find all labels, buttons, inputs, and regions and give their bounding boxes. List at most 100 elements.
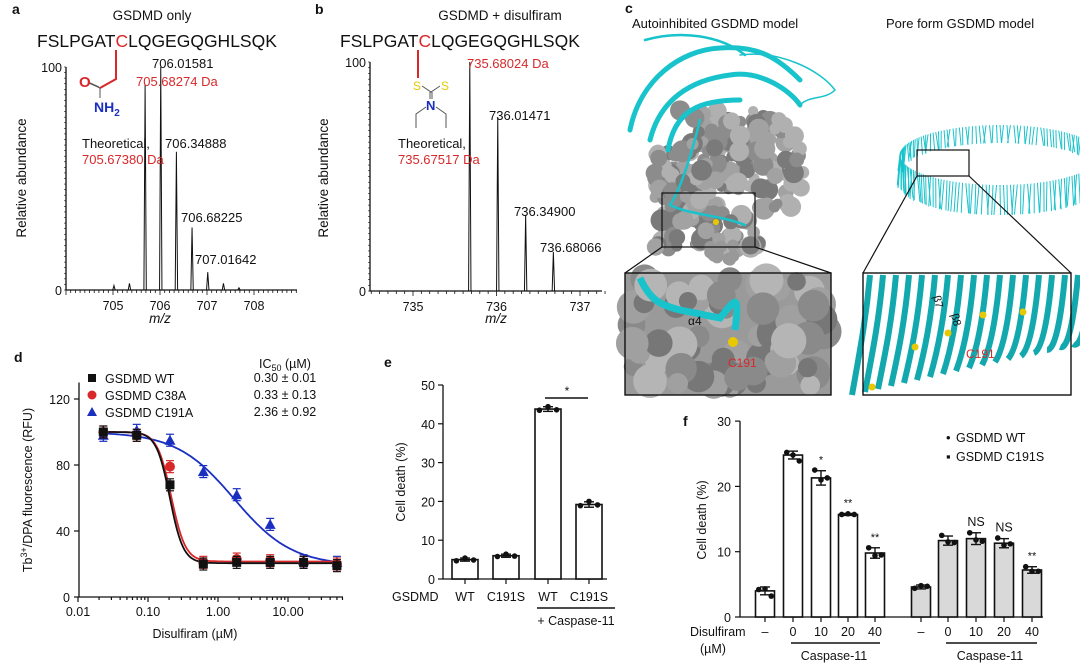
surface-atom (668, 229, 686, 246)
side-chain-bond (99, 50, 117, 89)
spectrum-peak (551, 252, 556, 292)
surface-atom (691, 159, 713, 181)
y-tick-label: 80 (56, 459, 70, 473)
legend-marker (87, 407, 97, 416)
data-point (264, 518, 276, 529)
spectrum-peak (523, 215, 528, 292)
surface-atom (704, 123, 719, 138)
beta-strand (966, 274, 990, 370)
replicate-point (1007, 541, 1014, 547)
y-tick-label: 100 (345, 56, 366, 70)
y-tick-label: 0 (359, 285, 366, 299)
group-label: + Caspase-11 (537, 614, 614, 628)
dose-label: 0 (790, 625, 797, 639)
pore-strand (978, 125, 982, 144)
category-label: C191S (487, 590, 525, 604)
bar (937, 539, 959, 618)
replicate-point (1029, 568, 1035, 575)
beta-strand (875, 274, 899, 390)
surface-atom (723, 253, 736, 266)
replicate-point (973, 537, 979, 543)
surface-atom (741, 236, 760, 255)
legend-label: GSDMD C38A (105, 389, 187, 403)
ylabel-superscript: 3+ (19, 547, 29, 557)
spectrum-peak (159, 66, 163, 291)
pore-strand (906, 166, 911, 197)
pore-strand (937, 178, 942, 209)
group-label: Caspase-11 (801, 649, 868, 663)
c191-sulfur-marker (911, 343, 919, 351)
beta-strand (888, 274, 912, 387)
spectrum-peak (496, 116, 500, 292)
dose-label: 20 (841, 625, 855, 639)
replicate-point (918, 582, 924, 589)
bar (534, 408, 562, 580)
zoom-connector (968, 175, 1072, 274)
bar (993, 542, 1015, 618)
peak-label-p4: 707.01642 (195, 252, 256, 267)
category-label: WT (538, 590, 558, 604)
surface-atom (747, 226, 760, 239)
row-label: Disulfiram (690, 625, 746, 639)
x-tick-label: 735 (403, 300, 424, 314)
replicate-point (845, 511, 851, 517)
y-axis-label: Relative abundance (316, 118, 331, 237)
pore-strand (983, 125, 987, 144)
pore-strand (1052, 129, 1055, 148)
surface-atom (661, 326, 698, 363)
y-tick-label: 20 (717, 480, 731, 494)
panel-a: a GSDMD only FSLPGATCLQGEGQGHLSQK 705 706 707… (12, 1, 297, 326)
data-point (164, 434, 176, 445)
pore-strand (999, 184, 1002, 216)
pore-strand (1052, 180, 1057, 211)
pore-strand (947, 180, 951, 212)
y-tick-label: 0 (724, 611, 731, 625)
beta-strand (1071, 329, 1080, 348)
data-point (265, 557, 275, 567)
alpha4-label: α4 (688, 314, 702, 328)
significance-marker: ** (871, 532, 880, 544)
bar (575, 503, 603, 580)
surface-atom (706, 139, 724, 157)
sulfur-atom: S (441, 79, 449, 93)
surface-atom (724, 364, 751, 391)
significance-marker: NS (967, 515, 984, 529)
panel-label: e (384, 354, 392, 370)
pore-strand (993, 184, 998, 216)
sulfur-atom: S (413, 79, 421, 93)
zoom-connector (862, 175, 918, 274)
pore-strand (1013, 125, 1017, 144)
bar (810, 477, 832, 618)
y-tick-label: 50 (421, 379, 435, 393)
c191-sulfur-marker (868, 383, 876, 391)
surface-atom (776, 150, 795, 169)
c191-sulfur-marker (728, 337, 738, 347)
pore-strand (913, 139, 916, 158)
x-axis-label: m/z (485, 311, 507, 326)
data-point (98, 427, 108, 437)
surface-atom (752, 155, 774, 176)
pore-strand (903, 144, 907, 163)
surface-atom (789, 152, 805, 168)
replicate-point (783, 449, 790, 456)
ribbon-strand (643, 33, 747, 57)
pore-strand (946, 129, 950, 148)
beta-strand (1018, 274, 1042, 359)
c191-label: C191 (728, 356, 757, 370)
beta-strand (1005, 274, 1029, 361)
peak-label-p2: 706.34888 (165, 136, 226, 151)
pore-strand (1035, 127, 1038, 146)
replicate-point (462, 555, 468, 561)
pore-strand (1045, 181, 1048, 212)
y-tick-label: 30 (717, 415, 731, 429)
group-label: Caspase-11 (957, 649, 1024, 663)
y-tick-label: 0 (428, 573, 435, 587)
data-point (299, 557, 309, 567)
pore-strand (969, 183, 973, 214)
pore-strand (1073, 175, 1077, 206)
pore-strand (956, 182, 960, 213)
surface-atom (726, 239, 739, 252)
replicate-point (911, 585, 918, 592)
surface-atom (787, 272, 806, 291)
beta-strand (992, 274, 1016, 364)
